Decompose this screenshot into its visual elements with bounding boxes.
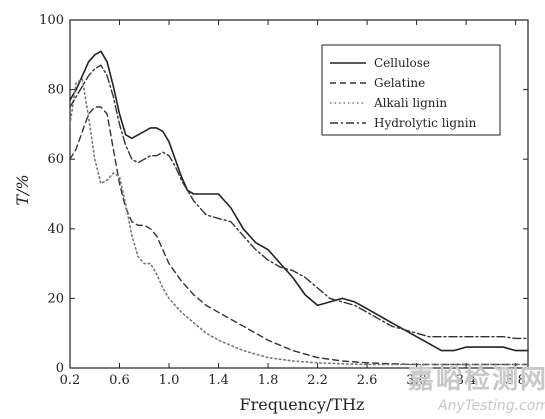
plot-frame (69, 19, 529, 369)
x-tick-label: 2.2 (307, 373, 328, 388)
x-tick-label: 1.4 (208, 373, 229, 388)
x-tick-label: 3.8 (505, 373, 526, 388)
legend-box (321, 44, 501, 136)
y-tick-label: 60 (47, 152, 64, 167)
y-tick-label: 20 (47, 291, 64, 306)
series-group (69, 50, 529, 366)
series-line-alkali-lignin (69, 78, 529, 366)
y-tick-label: 100 (39, 13, 64, 28)
series-line-hydrolytic-lignin (69, 64, 529, 340)
y-tick-label: 0 (56, 361, 64, 376)
legend-label-cellulose: Cellulose (374, 56, 430, 70)
x-tick-label: 3.0 (406, 373, 427, 388)
legend-label-hydrolytic-lignin: Hydrolytic lignin (374, 116, 477, 130)
x-axis-label: Frequency/THz (240, 395, 365, 414)
watermark-english: AnyTesting.com (437, 398, 545, 414)
legend-label-gelatine: Gelatine (374, 76, 425, 90)
series-line-gelatine (69, 106, 529, 366)
x-tick-label: 1.0 (159, 373, 180, 388)
series-line-cellulose (69, 50, 529, 352)
x-tick-label: 1.8 (258, 373, 279, 388)
x-tick-label: 3.4 (456, 373, 477, 388)
y-axis-label: T/% (13, 174, 32, 205)
axis-ticks: 0.2 0.6 1.0 1.4 1.8 2.2 2.6 3.0 3.4 3.8 0 20 40 60 80 1… (39, 13, 528, 388)
watermark: 嘉峪检测网 AnyTesting.com (408, 364, 545, 414)
x-tick-label: 0.6 (109, 373, 130, 388)
legend: Cellulose Gelatine Alkali lignin Hydrolytic… (321, 44, 501, 136)
watermark-chinese: 嘉峪检测网 (408, 364, 545, 395)
legend-label-alkali-lignin: Alkali lignin (373, 96, 447, 110)
x-tick-label: 0.2 (60, 373, 81, 388)
y-tick-label: 80 (47, 83, 64, 98)
y-tick-label: 40 (47, 222, 64, 237)
x-tick-label: 2.6 (357, 373, 378, 388)
